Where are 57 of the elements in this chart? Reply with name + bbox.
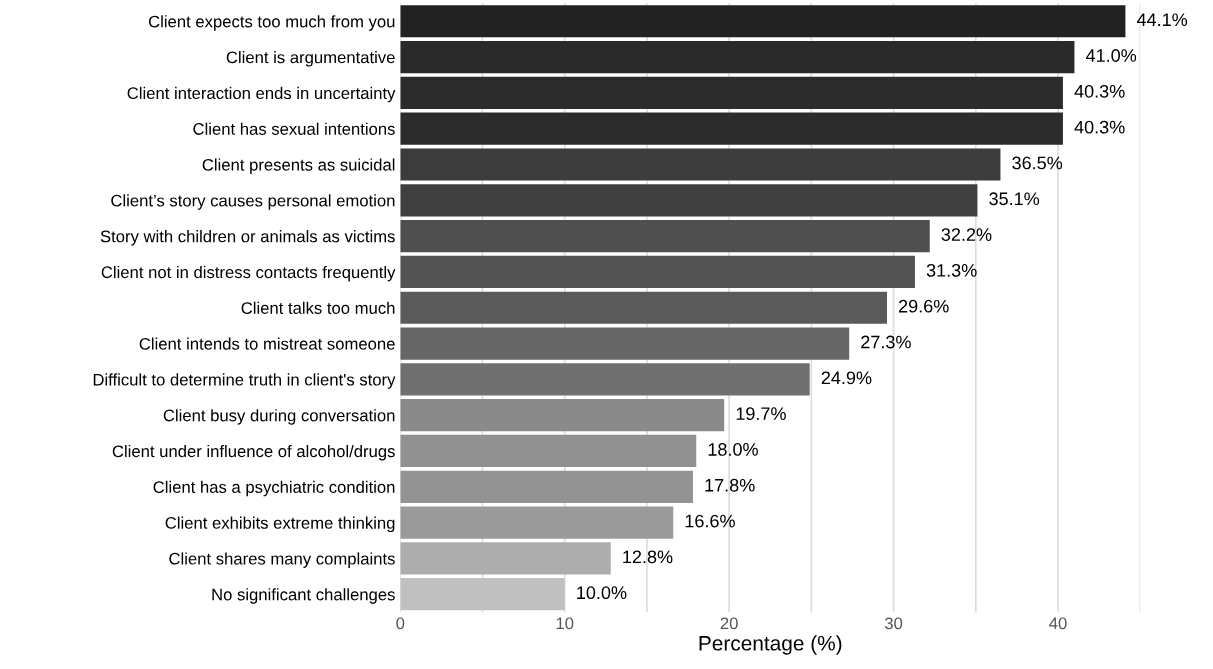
bar (400, 363, 810, 396)
y-tick-label: Client expects too much from you (148, 15, 395, 31)
bar (400, 112, 1063, 145)
bar (400, 578, 565, 611)
data-label: 44.1% (1136, 13, 1188, 27)
y-tick-label: Client talks too much (241, 301, 395, 314)
y-tick-label: Client’s story causes personal emotion (111, 194, 395, 210)
data-label: 31.3% (926, 263, 977, 277)
bar (400, 148, 1001, 181)
bar (400, 291, 887, 324)
data-label: 40.3% (1074, 84, 1125, 98)
y-tick-label: No significant challenges (212, 588, 395, 604)
x-tick-label: 30 (884, 617, 903, 630)
y-tick-label: Client exhibits extreme thinking (165, 516, 395, 533)
bar (400, 184, 978, 217)
bar (400, 5, 1126, 38)
data-label: 19.7% (736, 407, 786, 421)
data-label: 10.0% (577, 586, 627, 600)
y-tick-label: Client has a psychiatric condition (153, 480, 395, 497)
data-label: 16.6% (685, 514, 735, 528)
data-label: 27.3% (861, 335, 911, 349)
bar (400, 470, 693, 503)
bar (400, 327, 850, 360)
y-tick-label: Story with children or animals as victims (100, 230, 395, 246)
data-label: 24.9% (821, 371, 872, 385)
x-tick-label: 40 (1049, 617, 1067, 630)
y-tick-label: Client not in distress contacts frequently (101, 265, 396, 282)
x-tick-label: 10 (556, 617, 574, 630)
y-tick-label: Client under influence of alcohol/drugs (112, 444, 395, 461)
y-tick-label: Client intends to mistreat someone (139, 337, 395, 350)
data-label: 12.8% (623, 550, 673, 564)
data-label: 17.8% (705, 478, 755, 492)
data-label: 36.5% (1012, 156, 1063, 170)
y-tick-label: Client busy during conversation (163, 409, 395, 425)
y-tick-label: Client is argumentative (226, 51, 395, 67)
bar (400, 255, 915, 289)
y-tick-label: Client has sexual intentions (193, 122, 395, 135)
x-tick-label: 20 (720, 617, 738, 630)
bar (400, 434, 697, 468)
bar (400, 76, 1063, 109)
bar (400, 40, 1075, 74)
data-label: 18.0% (708, 443, 758, 456)
bar (400, 220, 930, 253)
data-label: 29.6% (899, 299, 949, 313)
bar (400, 542, 611, 575)
bar (400, 399, 725, 432)
data-label: 40.3% (1074, 120, 1125, 134)
data-label: 32.2% (941, 228, 992, 241)
data-label: 35.1% (989, 192, 1040, 206)
data-label: 41.0% (1085, 49, 1137, 62)
x-axis-title: Percentage (%) (699, 635, 842, 655)
x-tick-label: 0 (396, 617, 405, 630)
y-tick-label: Client shares many complaints (169, 552, 395, 568)
bar (400, 506, 674, 539)
y-tick-label: Difficult to determine truth in client's story (93, 373, 396, 389)
y-tick-label: Client presents as suicidal (202, 158, 395, 174)
y-tick-label: Client interaction ends in uncertainty (127, 86, 396, 103)
